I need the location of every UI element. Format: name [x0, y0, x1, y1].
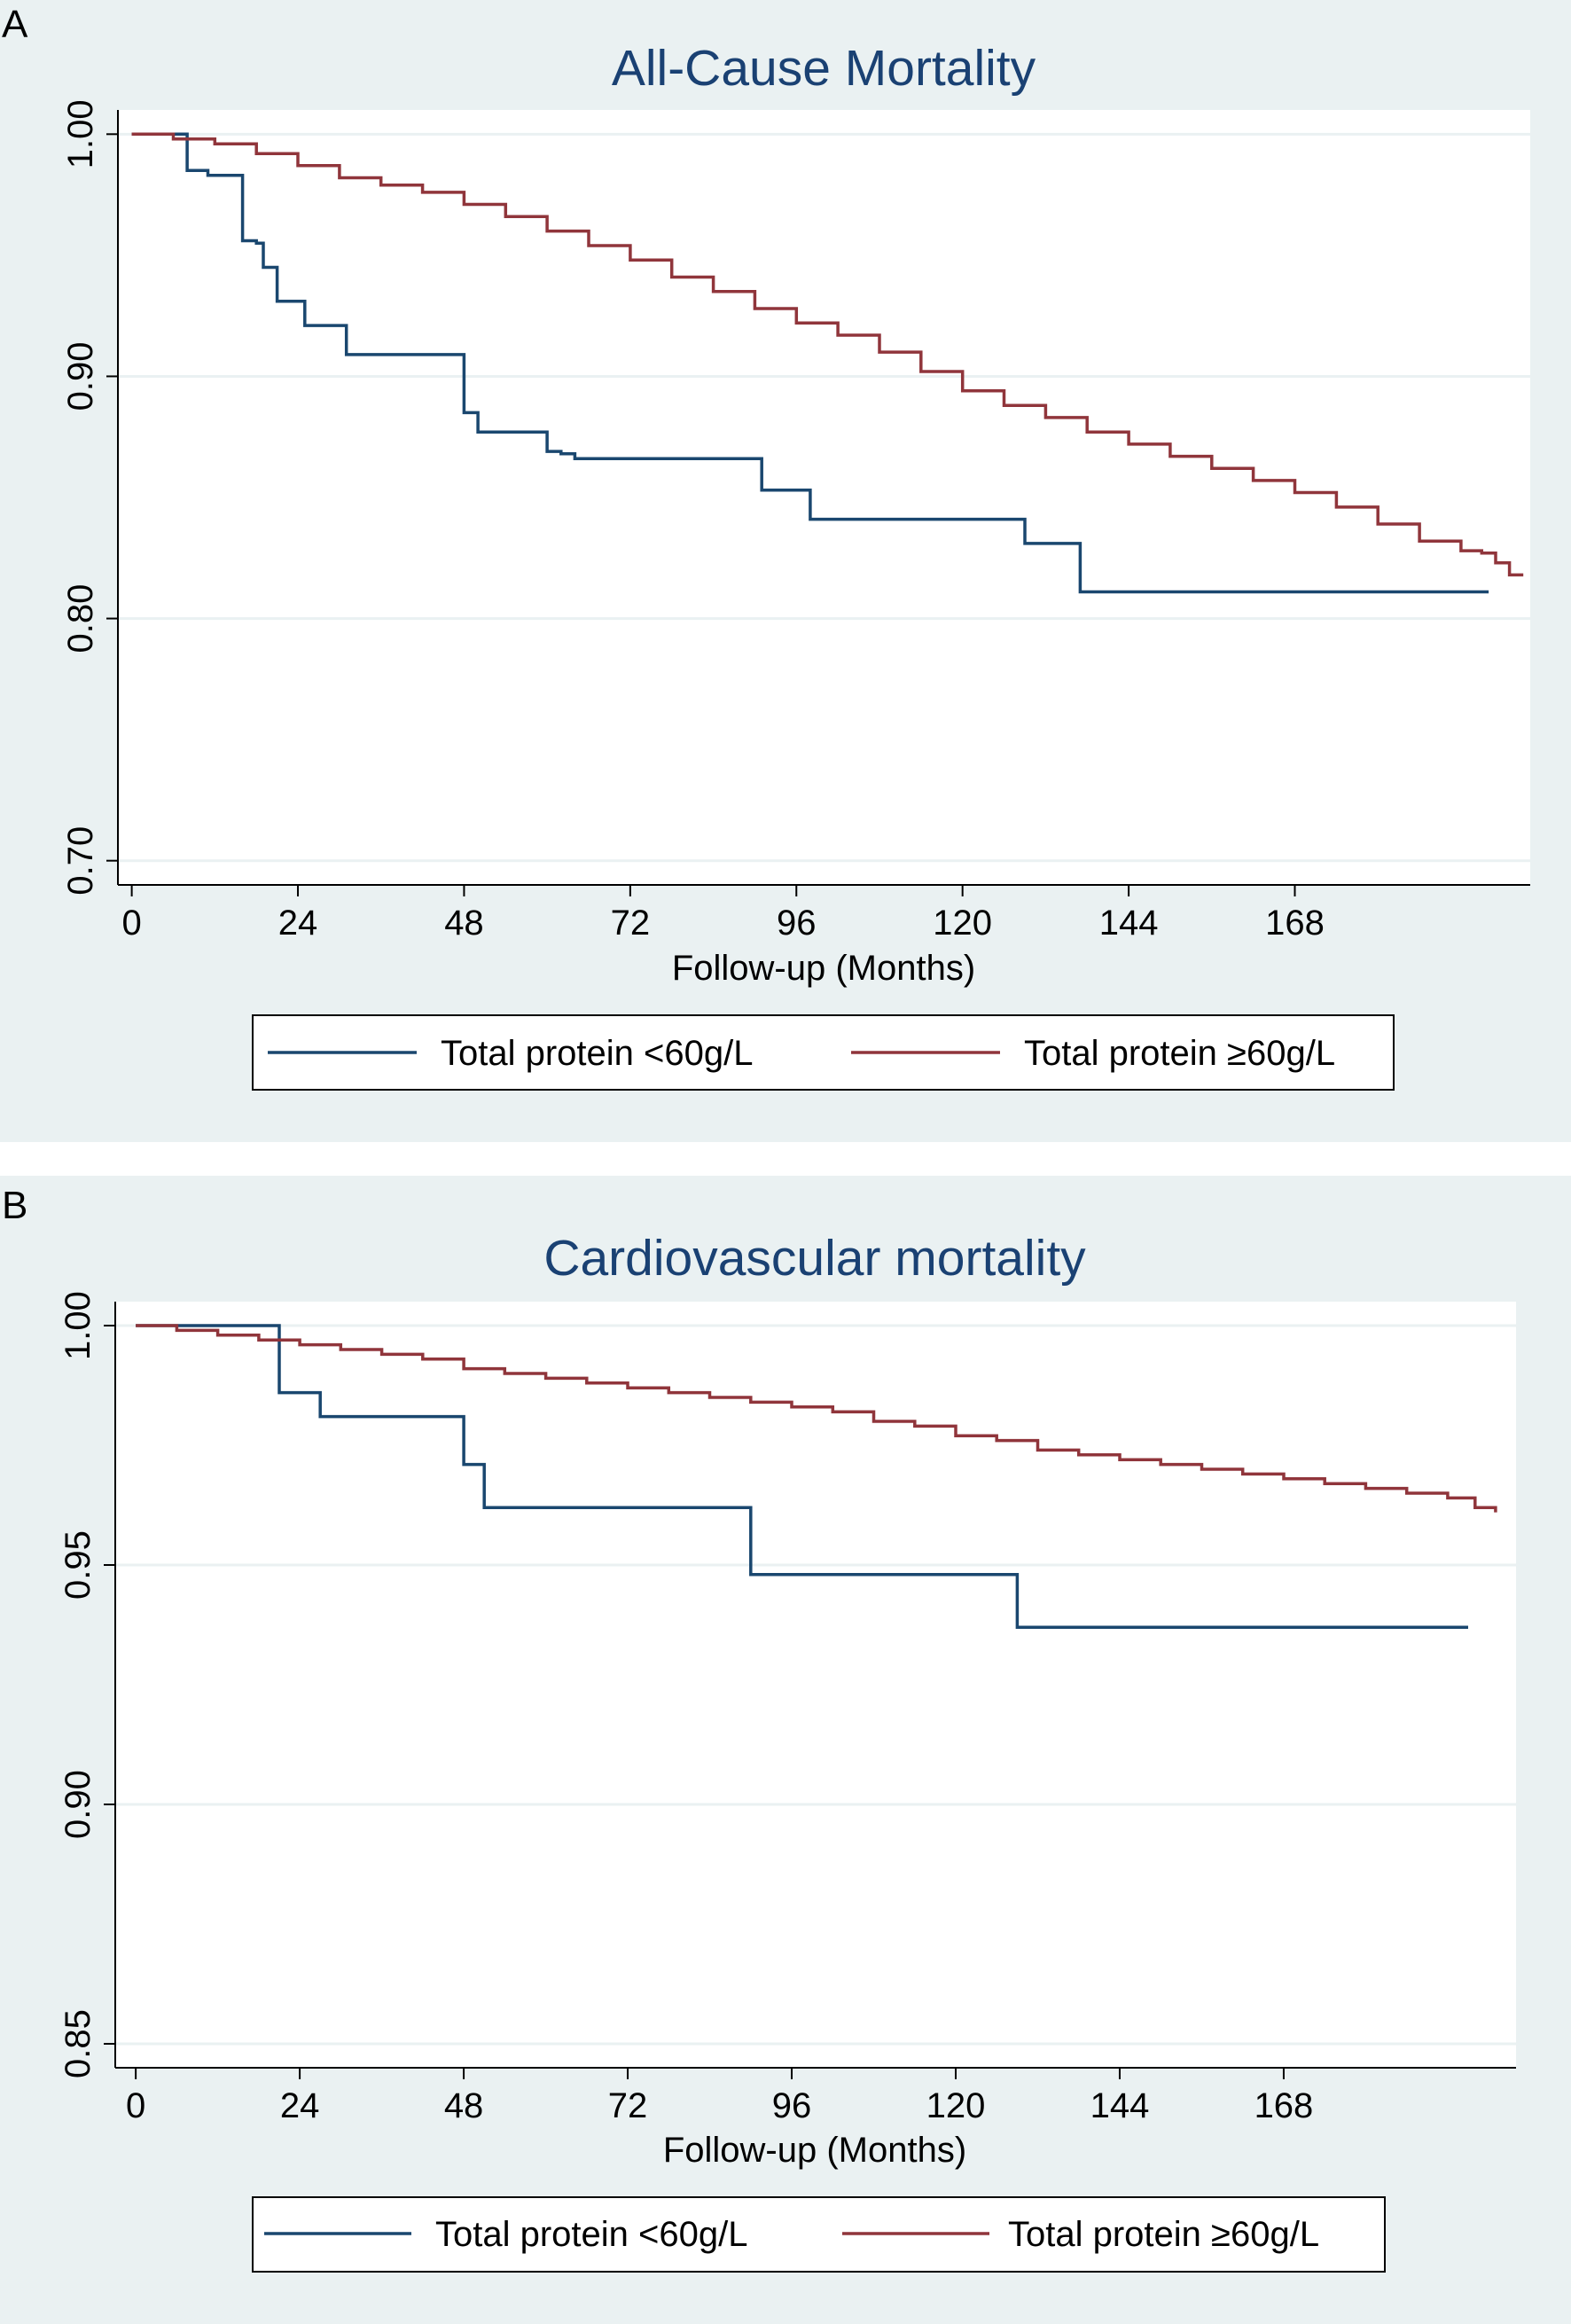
panel-a: A All-Cause Mortality 0 24 48 72 96 120 144 168… — [0, 0, 1571, 1142]
panel-a-gridlines — [118, 132, 1530, 863]
panel-a-curve-normalprotein — [131, 132, 1524, 577]
panel-b-plot-area — [115, 1302, 1516, 2068]
panel-a-y-tick-label-1: 0.80 — [61, 584, 100, 653]
panel-a-x-tick-label-3: 72 — [611, 904, 651, 943]
panel-a-curves — [131, 132, 1524, 594]
panel-b-curve-lowprotein — [136, 1324, 1468, 1629]
panel-a-title: All-Cause Mortality — [612, 40, 1036, 97]
panel-b-x-tick-label-6: 144 — [1090, 2086, 1150, 2125]
panel-a-x-tick-label-0: 0 — [121, 904, 141, 943]
panel-b-legend-box — [252, 2196, 1386, 2273]
panel-b-y-tick-label-0: 0.85 — [59, 2009, 98, 2078]
panel-a-x-tick-label-6: 144 — [1099, 904, 1159, 943]
panel-a-legend-label-lowprotein: Total protein <60g/L — [441, 1034, 753, 1073]
panel-a-legend-box — [252, 1014, 1395, 1091]
panel-a-axes: 0 24 48 72 96 120 144 168 0.70 0.80 0.90 1.00 — [61, 99, 1530, 943]
panel-a-curve-lowprotein — [131, 132, 1489, 594]
panel-a-x-axis-title: Follow-up (Months) — [672, 949, 975, 988]
panel-a-x-tick-label-5: 120 — [933, 904, 992, 943]
panel-b-x-tick-label-3: 72 — [608, 2086, 648, 2125]
panel-a-y-tick-label-0: 0.70 — [61, 826, 100, 896]
panel-a-y-tick-label-2: 0.90 — [61, 342, 100, 411]
panel-b-x-tick-label-1: 24 — [280, 2086, 320, 2125]
panel-b-legend: Total protein <60g/L Total protein ≥60g/… — [252, 2196, 1386, 2273]
panel-a-plot-area — [118, 110, 1530, 885]
panel-a-letter: A — [2, 3, 28, 46]
panel-a-legend: Total protein <60g/L Total protein ≥60g/… — [252, 1014, 1395, 1091]
panel-a-x-tick-label-1: 24 — [278, 904, 318, 943]
panel-b-x-tick-label-5: 120 — [926, 2086, 986, 2125]
panel-b-x-tick-label-2: 48 — [444, 2086, 484, 2125]
panel-b-x-tick-label-7: 168 — [1254, 2086, 1314, 2125]
panel-b-letter: B — [2, 1184, 27, 1227]
panel-a-x-tick-label-2: 48 — [444, 904, 484, 943]
panel-b-title: Cardiovascular mortality — [543, 1230, 1086, 1287]
panel-b-gridlines — [115, 1324, 1516, 2046]
panel-a-legend-label-normalprotein: Total protein ≥60g/L — [1024, 1034, 1335, 1073]
panel-b-x-axis-title: Follow-up (Months) — [663, 2131, 966, 2170]
panel-b-legend-label-lowprotein: Total protein <60g/L — [435, 2215, 747, 2254]
panel-b-legend-label-normalprotein: Total protein ≥60g/L — [1008, 2215, 1319, 2254]
panel-b-y-tick-label-2: 0.95 — [59, 1530, 98, 1600]
panel-b-y-tick-label-1: 0.90 — [59, 1770, 98, 1839]
panel-b-axes: 0 24 48 72 96 120 144 168 0.85 0.90 0.95 1.00 — [59, 1291, 1516, 2125]
panel-b-x-tick-label-0: 0 — [126, 2086, 145, 2125]
panel-a-y-tick-label-3: 1.00 — [61, 99, 100, 168]
panel-b-curves — [136, 1324, 1497, 1629]
panel-b-x-tick-label-4: 96 — [772, 2086, 812, 2125]
panel-b-y-tick-label-3: 1.00 — [59, 1291, 98, 1360]
panel-a-x-tick-label-7: 168 — [1265, 904, 1325, 943]
panel-b: B Cardiovascular mortality 0 24 48 72 96 120 1… — [0, 1176, 1571, 2324]
panel-a-x-tick-label-4: 96 — [777, 904, 817, 943]
panel-b-curve-normalprotein — [136, 1324, 1497, 1513]
